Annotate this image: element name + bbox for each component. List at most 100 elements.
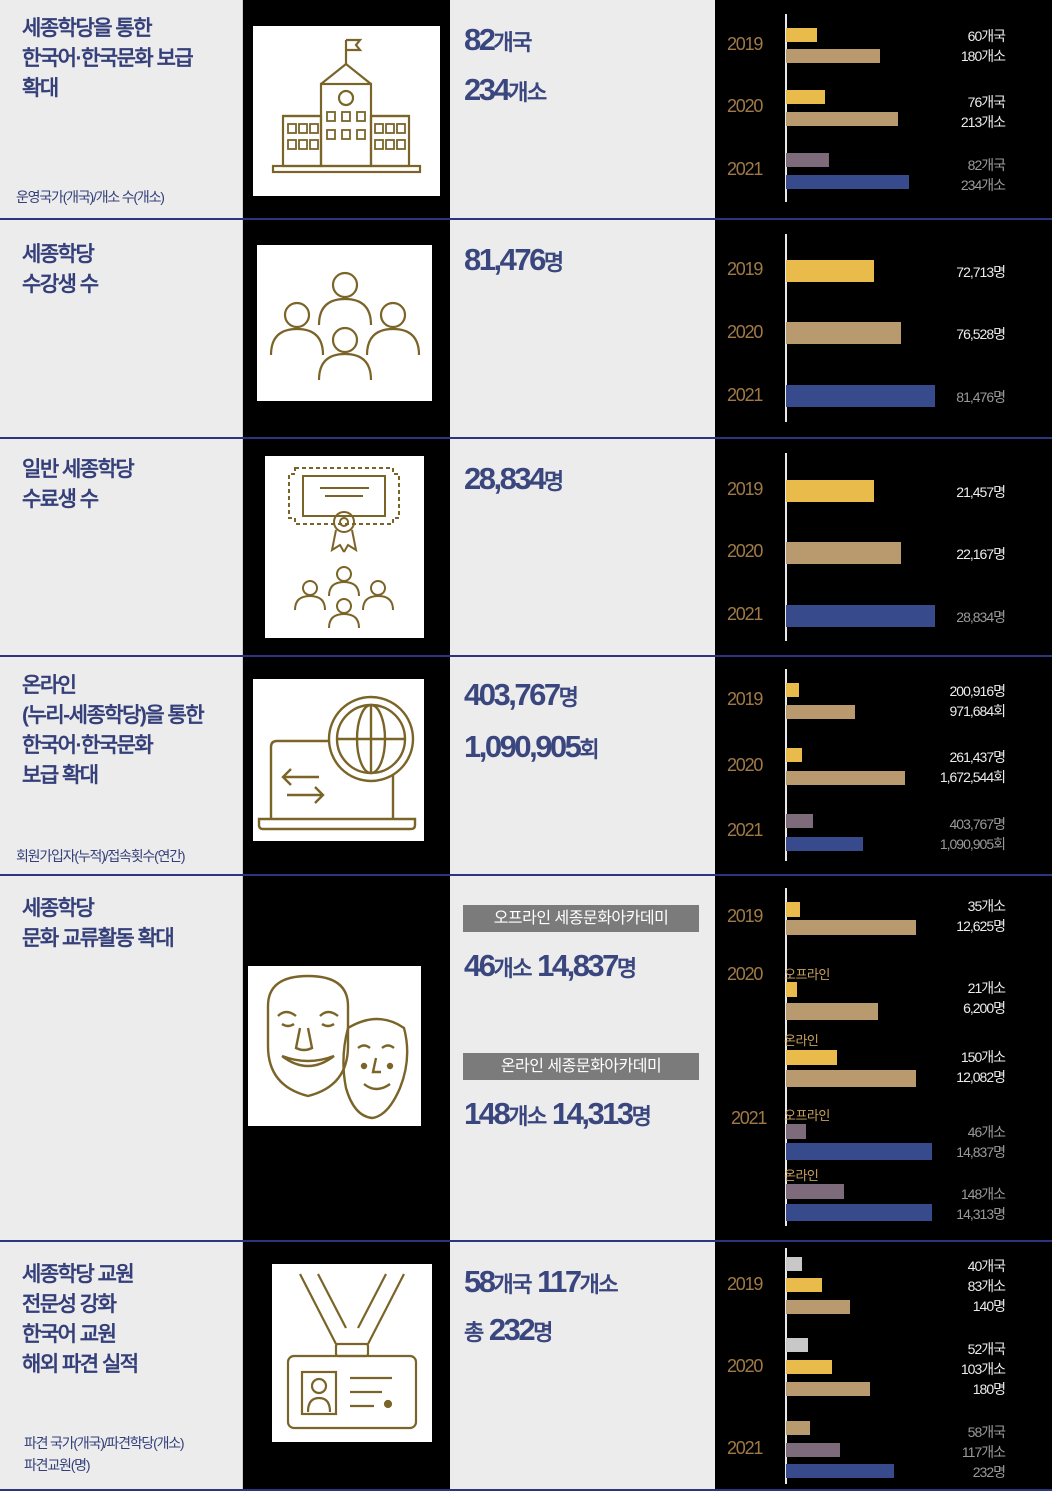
bar xyxy=(786,1184,844,1199)
summary-value: 81,476명 xyxy=(464,242,564,277)
year-label: 2021 xyxy=(727,385,763,405)
certificate-graduates-icon xyxy=(265,456,424,638)
bar xyxy=(786,683,799,697)
year-label: 2021 xyxy=(731,1108,767,1128)
row-title-cell: 세종학당을 통한 한국어·한국문화 보급 확대 운영국가(개국)/개소 수(개소… xyxy=(0,0,243,218)
bar xyxy=(786,837,863,851)
icon-cell xyxy=(243,220,450,437)
bar xyxy=(786,1257,802,1271)
summary-cell: 오프라인 세종문화아카데미 46개소 14,837명 온라인 세종문화아카데미 … xyxy=(450,876,715,1240)
trend-chart: 2019 2020 2021 40개국 83개소 140명 52개국 103개소… xyxy=(715,1242,1052,1489)
bar xyxy=(786,49,880,63)
bar-value-label: 12,625명 xyxy=(956,918,1006,934)
bar-value-label: 35개소 xyxy=(967,898,1006,914)
bar xyxy=(786,1382,870,1396)
bar-value-label: 14,313명 xyxy=(956,1206,1006,1222)
row-cultural-exchange: 세종학당 문화 교류활동 확대 오프라인 세종문화아카데미 46개소 14,83… xyxy=(0,876,1052,1242)
offline-academy-pill: 오프라인 세종문화아카데미 xyxy=(463,905,699,932)
year-label: 2020 xyxy=(727,964,763,984)
year-label: 2019 xyxy=(727,259,763,279)
row-note: 운영국가(개국)/개소 수(개소) xyxy=(16,189,165,205)
laptop-globe-icon xyxy=(253,679,424,841)
trend-chart: 2019 2020 2021 21,457명 22,167명 28,834명 xyxy=(715,439,1052,655)
row-online-nuri: 온라인 (누리-세종학당)을 통한 한국어·한국문화 보급 확대 회원가입자(누… xyxy=(0,657,1052,876)
bar-value-label: 150개소 xyxy=(960,1049,1006,1065)
bar xyxy=(786,28,817,42)
bar-value-label: 52개국 xyxy=(967,1341,1006,1357)
bar xyxy=(786,814,813,828)
bar xyxy=(786,1443,840,1457)
year-label: 2021 xyxy=(727,159,763,179)
bar xyxy=(786,982,797,997)
year-label: 2019 xyxy=(727,1274,763,1294)
bar-value-label: 148개소 xyxy=(960,1186,1006,1202)
bar xyxy=(786,1360,832,1374)
bar-value-label: 28,834명 xyxy=(956,609,1006,625)
bar xyxy=(786,1070,916,1087)
row-title-cell: 세종학당 교원 전문성 강화 한국어 교원 해외 파견 실적 파견 국가(개국)… xyxy=(0,1242,243,1489)
bar-value-label: 72,713명 xyxy=(956,264,1006,280)
bar xyxy=(786,1143,932,1160)
icon-cell xyxy=(243,439,450,655)
bar-value-label: 22,167명 xyxy=(956,546,1006,562)
bar-value-label: 81,476명 xyxy=(956,389,1006,405)
bar xyxy=(786,1003,878,1020)
year-label: 2021 xyxy=(727,604,763,624)
bar-value-label: 1,672,544회 xyxy=(939,769,1006,785)
summary-cell: 81,476명 xyxy=(450,220,715,437)
bar-value-label: 40개국 xyxy=(967,1258,1006,1274)
bar xyxy=(786,112,898,126)
bar-value-label: 213개소 xyxy=(960,114,1006,130)
bar-value-label: 46개소 xyxy=(967,1124,1006,1140)
bar xyxy=(786,1421,810,1435)
row-title: 세종학당 교원 전문성 강화 한국어 교원 해외 파견 실적 xyxy=(22,1263,139,1376)
year-label: 2020 xyxy=(727,1356,763,1376)
year-label: 2020 xyxy=(727,755,763,775)
bar-value-label: 58개국 xyxy=(967,1424,1006,1440)
bar xyxy=(786,260,874,282)
bar xyxy=(786,771,905,785)
bar xyxy=(786,90,825,104)
row-title: 온라인 (누리-세종학당)을 통한 한국어·한국문화 보급 확대 xyxy=(22,674,205,787)
trend-chart: 2019 2020 2021 오프라인 온라인 오프라인 온라인 35개소 12… xyxy=(715,876,1052,1240)
row-title: 세종학당 문화 교류활동 확대 xyxy=(22,897,175,950)
bar-value-label: 180개소 xyxy=(960,48,1006,64)
summary-value: 총 232명 xyxy=(464,1312,553,1347)
bar xyxy=(786,902,800,917)
bar-value-label: 60개국 xyxy=(967,28,1006,44)
online-academy-pill: 온라인 세종문화아카데미 xyxy=(463,1053,699,1080)
bar xyxy=(786,705,855,719)
bar-value-label: 103개소 xyxy=(960,1361,1006,1377)
year-label: 2021 xyxy=(727,1438,763,1458)
row-title: 세종학당 수강생 수 xyxy=(22,243,99,296)
summary-value: 234개소 xyxy=(464,72,547,107)
students-group-icon xyxy=(257,245,432,401)
row-title: 일반 세종학당 수료생 수 xyxy=(22,458,135,511)
bar xyxy=(786,175,909,189)
bar xyxy=(786,1464,894,1478)
bar xyxy=(786,1124,806,1139)
online-mini-label: 온라인 xyxy=(784,1033,819,1048)
online-mini-label: 온라인 xyxy=(784,1168,819,1183)
summary-value: 148개소 14,313명 xyxy=(464,1096,652,1131)
bar xyxy=(786,542,901,564)
bar-value-label: 76,528명 xyxy=(956,326,1006,342)
summary-value: 1,090,905회 xyxy=(464,729,600,764)
trend-chart: 2019 2020 2021 60개국 180개소 76개국 213개소 82개… xyxy=(715,0,1052,218)
bar-value-label: 83개소 xyxy=(967,1278,1006,1294)
row-title-cell: 일반 세종학당 수료생 수 xyxy=(0,439,243,655)
school-building-icon xyxy=(253,26,440,196)
trend-chart: 2019 2020 2021 72,713명 76,528명 81,476명 xyxy=(715,220,1052,437)
icon-cell xyxy=(243,1242,450,1489)
icon-cell xyxy=(243,0,450,218)
row-title: 세종학당을 통한 한국어·한국문화 보급 확대 xyxy=(22,17,194,100)
bar xyxy=(786,1204,932,1221)
row-teacher-dispatch: 세종학당 교원 전문성 강화 한국어 교원 해외 파견 실적 파견 국가(개국)… xyxy=(0,1242,1052,1491)
row-note: 회원가입자(누적)/접속횟수(연간) xyxy=(16,848,186,864)
bar xyxy=(786,480,874,502)
row-title-cell: 온라인 (누리-세종학당)을 통한 한국어·한국문화 보급 확대 회원가입자(누… xyxy=(0,657,243,874)
row-sejong-hakdang-expansion: 세종학당을 통한 한국어·한국문화 보급 확대 운영국가(개국)/개소 수(개소… xyxy=(0,0,1052,220)
year-label: 2019 xyxy=(727,479,763,499)
bar-value-label: 403,767명 xyxy=(949,816,1006,832)
summary-cell: 28,834명 xyxy=(450,439,715,655)
